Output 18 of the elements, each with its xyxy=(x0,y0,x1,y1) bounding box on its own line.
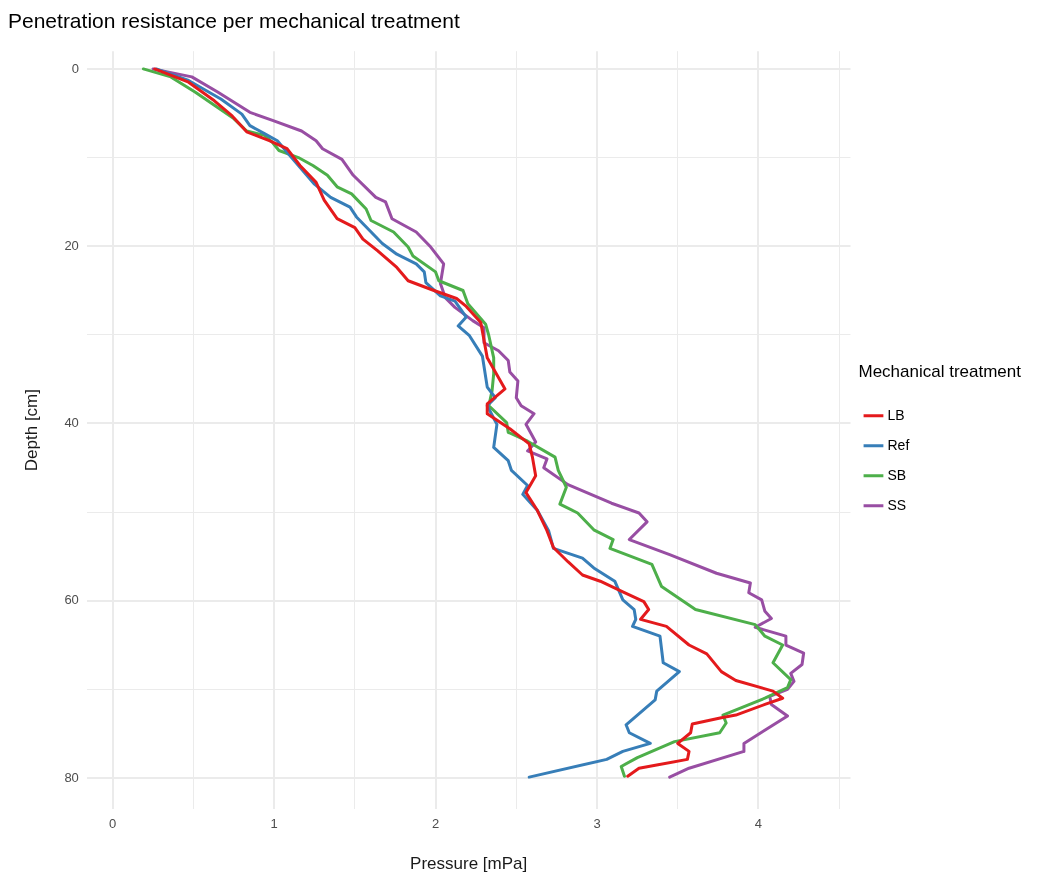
legend-label: LB xyxy=(887,406,905,423)
y-axis-title: Depth [cm] xyxy=(21,389,41,472)
legend-label: SS xyxy=(887,496,907,513)
x-tick-label: 1 xyxy=(270,816,278,832)
y-tick-label: 40 xyxy=(64,415,79,431)
chart-title: Penetration resistance per mechanical treatment xyxy=(8,9,460,33)
y-tick-label: 0 xyxy=(71,60,79,76)
y-tick-label: 60 xyxy=(64,592,79,608)
legend-title: Mechanical treatment xyxy=(858,362,1022,382)
y-tick-label: 20 xyxy=(64,237,79,253)
x-tick-label: 3 xyxy=(593,816,601,832)
legend-label: SB xyxy=(887,466,907,483)
x-tick-label: 4 xyxy=(754,816,763,832)
y-tick-label: 80 xyxy=(64,769,79,785)
legend-label: Ref xyxy=(887,436,910,453)
x-axis-title: Pressure [mPa] xyxy=(410,854,528,874)
x-tick-label: 0 xyxy=(109,816,117,832)
x-tick-label: 2 xyxy=(431,816,440,832)
